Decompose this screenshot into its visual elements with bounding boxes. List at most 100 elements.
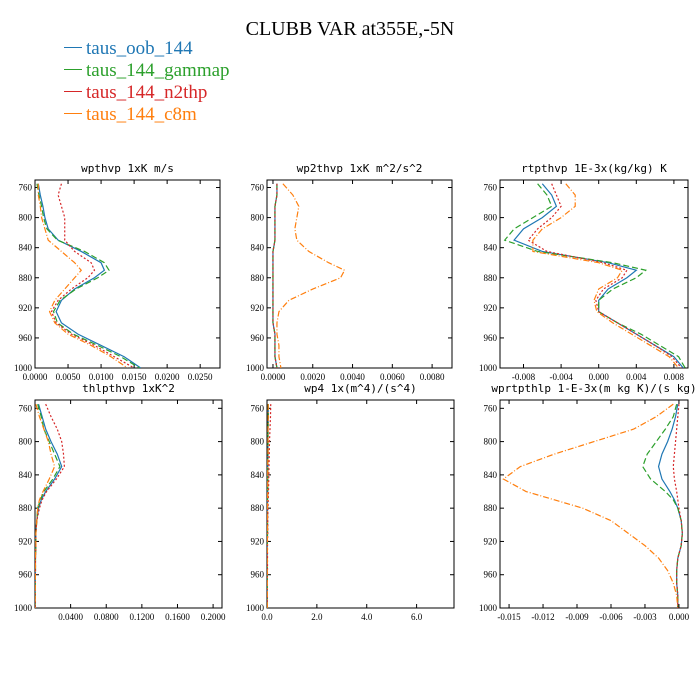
series-line xyxy=(50,183,135,368)
x-tick-label: -0.012 xyxy=(531,612,554,622)
y-tick-label: 880 xyxy=(484,273,498,283)
y-tick-label: 840 xyxy=(19,470,33,480)
y-tick-label: 840 xyxy=(251,243,265,253)
x-tick-label: 0.0040 xyxy=(340,372,365,382)
x-tick-label: 0.000 xyxy=(669,612,690,622)
x-tick-label: -0.003 xyxy=(633,612,657,622)
legend-item: taus_oob_144 xyxy=(64,38,230,60)
legend-item: taus_144_n2thp xyxy=(64,82,230,104)
x-tick-label: 0.0800 xyxy=(94,612,119,622)
y-tick-label: 1000 xyxy=(14,363,33,373)
x-tick-label: 2.0 xyxy=(311,612,323,622)
legend-swatch xyxy=(64,47,82,49)
legend-item: taus_144_gammap xyxy=(64,60,230,82)
series-line xyxy=(37,183,128,368)
subplot: wprtpthlp 1-E-3x(m kg K)/(s kg) 760 800 840… xyxy=(479,382,697,622)
x-tick-label: 0.008 xyxy=(664,372,685,382)
x-tick-label: -0.015 xyxy=(497,612,521,622)
subplot-title: wpthvp 1xK m/s xyxy=(81,162,174,175)
legend-label: taus_144_n2thp xyxy=(86,82,208,103)
legend-label: taus_oob_144 xyxy=(86,38,193,59)
legend-swatch xyxy=(64,91,82,93)
x-tick-label: 0.0100 xyxy=(89,372,114,382)
y-tick-label: 960 xyxy=(19,570,33,580)
y-tick-label: 960 xyxy=(251,333,265,343)
series-line xyxy=(502,403,679,608)
x-tick-label: 0.0000 xyxy=(23,372,48,382)
y-tick-label: 960 xyxy=(251,570,265,580)
y-tick-label: 760 xyxy=(19,183,33,193)
y-tick-label: 800 xyxy=(251,213,265,223)
series-line xyxy=(532,183,680,368)
x-tick-label: 0.0250 xyxy=(188,372,213,382)
y-tick-label: 760 xyxy=(251,403,265,413)
series-line xyxy=(513,183,684,368)
y-tick-label: 920 xyxy=(251,536,265,546)
subplot-title: wp2thvp 1xK m^2/s^2 xyxy=(297,162,423,175)
y-tick-label: 1000 xyxy=(14,603,33,613)
series-line xyxy=(35,403,56,608)
y-tick-label: 920 xyxy=(484,303,498,313)
legend-swatch xyxy=(64,113,82,115)
legend-swatch xyxy=(64,69,82,71)
x-tick-label: 4.0 xyxy=(361,612,373,622)
x-tick-label: -0.008 xyxy=(512,372,536,382)
y-tick-label: 840 xyxy=(19,243,33,253)
x-tick-label: 0.0020 xyxy=(300,372,325,382)
subplot: wpthvp 1xK m/s76080084088092096010000.00… xyxy=(14,162,221,382)
subplot: thlpthvp 1xK^2 760 800 840 880 920 960 1000 0.04… xyxy=(14,382,226,622)
y-tick-label: 960 xyxy=(484,333,498,343)
plot-frame xyxy=(499,399,689,609)
series-line xyxy=(672,404,683,608)
y-tick-label: 1000 xyxy=(246,603,265,613)
x-tick-label: 6.0 xyxy=(411,612,423,622)
figure-title: CLUBB VAR at355E,-5N xyxy=(245,18,455,40)
y-tick-label: 760 xyxy=(19,403,33,413)
y-tick-label: 960 xyxy=(19,333,33,343)
y-tick-label: 760 xyxy=(484,183,498,193)
series-line xyxy=(36,183,140,368)
plot-frame xyxy=(266,179,453,369)
x-tick-label: -0.004 xyxy=(549,372,573,382)
y-tick-label: 1000 xyxy=(246,363,265,373)
x-tick-label: 0.000 xyxy=(589,372,610,382)
y-tick-label: 920 xyxy=(251,303,265,313)
y-tick-label: 840 xyxy=(251,470,265,480)
x-tick-label: 0.1600 xyxy=(165,612,190,622)
subplot-title: thlpthvp 1xK^2 xyxy=(82,382,175,395)
y-tick-label: 800 xyxy=(19,437,33,447)
x-tick-label: 0.0080 xyxy=(420,372,445,382)
x-tick-label: -0.009 xyxy=(565,612,589,622)
y-tick-label: 920 xyxy=(19,536,33,546)
legend-label: taus_144_c8m xyxy=(86,104,197,125)
y-tick-label: 760 xyxy=(484,403,498,413)
x-tick-label: 0.0 xyxy=(261,612,273,622)
series-line xyxy=(272,183,278,368)
y-tick-label: 880 xyxy=(19,273,33,283)
legend: taus_oob_144 taus_144_gammap taus_144_n2th… xyxy=(64,38,230,126)
y-tick-label: 920 xyxy=(484,536,498,546)
series-line xyxy=(267,404,269,608)
subplot: wp4 1x(m^4)/(s^4) 760 800 840 880 920 960 10000… xyxy=(246,382,455,622)
x-tick-label: 0.0000 xyxy=(261,372,286,382)
series-line xyxy=(37,183,142,368)
subplot: wp2thvp 1xK m^2/s^2 760 800 840 880 920 960 100… xyxy=(246,162,453,382)
series-line xyxy=(35,403,63,608)
x-tick-label: -0.006 xyxy=(599,612,623,622)
x-tick-label: 0.0050 xyxy=(56,372,81,382)
x-tick-label: 0.0200 xyxy=(155,372,180,382)
plot-frame xyxy=(266,399,455,609)
series-line xyxy=(35,403,66,608)
y-tick-label: 880 xyxy=(484,503,498,513)
plot-frame xyxy=(499,179,689,369)
series-line xyxy=(527,183,682,368)
series-line xyxy=(35,403,61,608)
plot-frame xyxy=(34,179,221,369)
y-tick-label: 880 xyxy=(251,273,265,283)
y-tick-label: 800 xyxy=(251,437,265,447)
legend-item: taus_144_c8m xyxy=(64,104,230,126)
subplot: rtpthvp 1E-3x(kg/kg) K 760 800 840 880 920 960… xyxy=(479,162,689,382)
y-tick-label: 880 xyxy=(19,503,33,513)
